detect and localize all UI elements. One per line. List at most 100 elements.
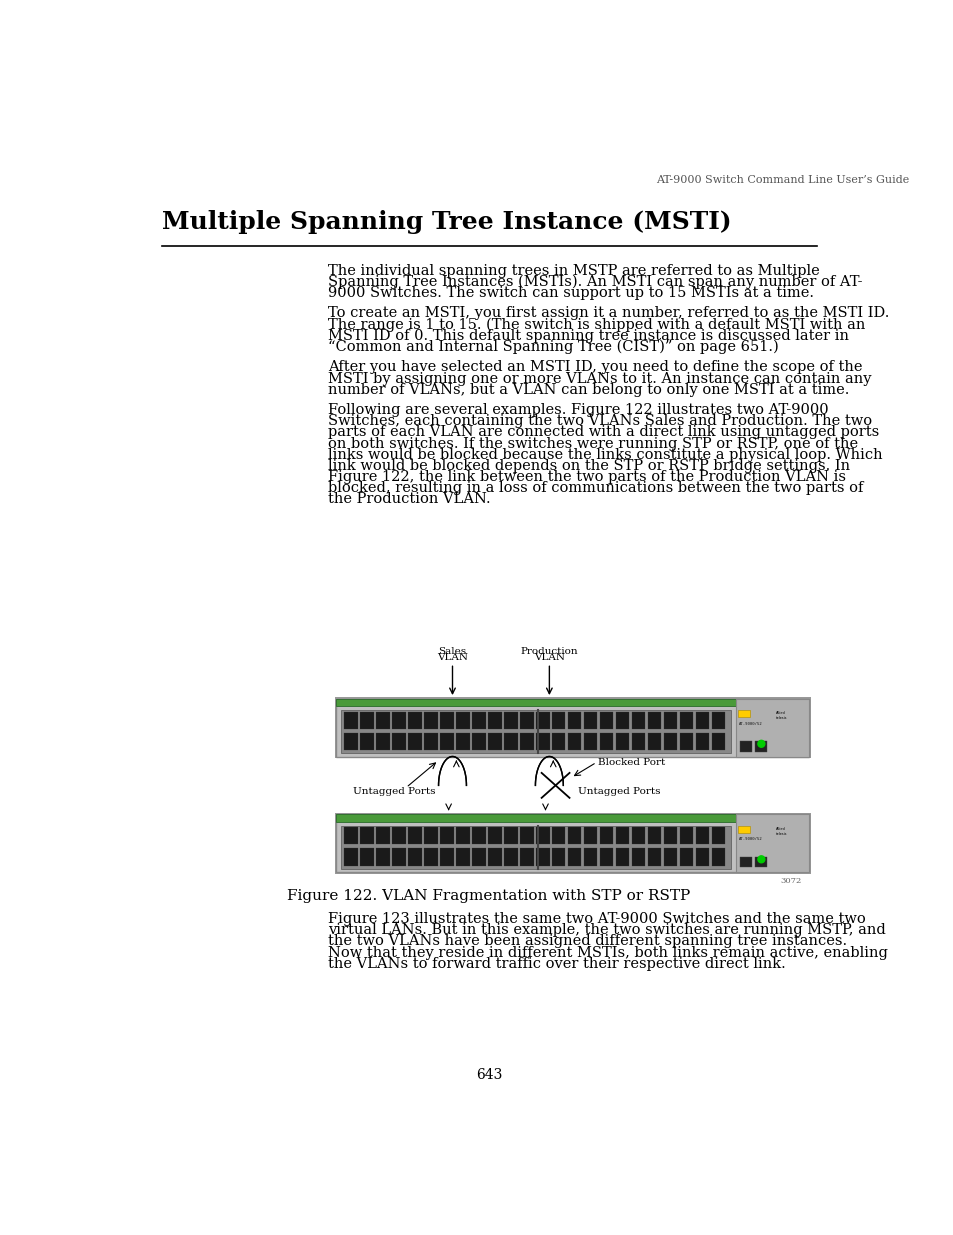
Bar: [423, 827, 437, 845]
Text: Multiple Spanning Tree Instance (MSTI): Multiple Spanning Tree Instance (MSTI): [162, 210, 731, 233]
Bar: [616, 732, 629, 750]
Bar: [456, 827, 469, 845]
Bar: [335, 813, 810, 873]
Bar: [456, 848, 469, 866]
Bar: [711, 732, 724, 750]
Bar: [392, 827, 405, 845]
Bar: [456, 711, 469, 729]
Bar: [408, 732, 421, 750]
Bar: [679, 732, 693, 750]
Text: Sales: Sales: [438, 647, 466, 656]
Text: the two VLANs have been assigned different spanning tree instances.: the two VLANs have been assigned differe…: [328, 935, 846, 948]
Circle shape: [757, 740, 764, 747]
Bar: [335, 814, 808, 821]
Bar: [536, 732, 549, 750]
Bar: [663, 827, 677, 845]
Bar: [408, 711, 421, 729]
Text: VLAN: VLAN: [534, 653, 564, 662]
Bar: [487, 848, 501, 866]
Bar: [735, 699, 808, 757]
Text: The range is 1 to 15. (The switch is shipped with a default MSTI with an: The range is 1 to 15. (The switch is shi…: [328, 317, 865, 332]
Bar: [583, 848, 597, 866]
Text: Figure 122, the link between the two parts of the Production VLAN is: Figure 122, the link between the two par…: [328, 471, 845, 484]
Bar: [344, 732, 357, 750]
Text: Untagged Ports: Untagged Ports: [578, 787, 659, 797]
Bar: [695, 827, 709, 845]
Text: AT-9000 Switch Command Line User’s Guide: AT-9000 Switch Command Line User’s Guide: [656, 175, 908, 185]
Text: Figure 122. VLAN Fragmentation with STP or RSTP: Figure 122. VLAN Fragmentation with STP …: [287, 889, 690, 903]
Bar: [456, 732, 469, 750]
Bar: [335, 698, 810, 758]
Bar: [503, 827, 517, 845]
Bar: [439, 848, 453, 866]
Bar: [335, 814, 808, 872]
Text: Allied
telesis: Allied telesis: [775, 827, 786, 836]
Bar: [552, 732, 565, 750]
Text: MSTI ID of 0. This default spanning tree instance is discussed later in: MSTI ID of 0. This default spanning tree…: [328, 329, 848, 343]
Bar: [340, 826, 730, 868]
Bar: [375, 711, 389, 729]
Bar: [392, 848, 405, 866]
Circle shape: [757, 856, 764, 863]
Bar: [631, 827, 645, 845]
Bar: [695, 711, 709, 729]
Text: Allied
telesis: Allied telesis: [775, 711, 786, 720]
Bar: [599, 711, 613, 729]
Bar: [375, 732, 389, 750]
Bar: [599, 732, 613, 750]
Bar: [519, 848, 533, 866]
Bar: [711, 848, 724, 866]
Bar: [472, 848, 485, 866]
Bar: [679, 827, 693, 845]
Bar: [359, 732, 374, 750]
Text: links would be blocked because the links constitute a physical loop. Which: links would be blocked because the links…: [328, 448, 882, 462]
Bar: [631, 732, 645, 750]
Bar: [472, 827, 485, 845]
Bar: [335, 699, 808, 757]
Text: AT-9000/52: AT-9000/52: [738, 721, 761, 726]
Bar: [359, 848, 374, 866]
Text: The individual spanning trees in MSTP are referred to as Multiple: The individual spanning trees in MSTP ar…: [328, 264, 820, 278]
Bar: [735, 814, 808, 872]
Bar: [375, 848, 389, 866]
Bar: [439, 711, 453, 729]
Bar: [695, 848, 709, 866]
Bar: [408, 848, 421, 866]
Text: Switches, each containing the two VLANs Sales and Production. The two: Switches, each containing the two VLANs …: [328, 414, 872, 429]
Bar: [359, 711, 374, 729]
Text: Spanning Tree Instances (MSTIs). An MSTI can span any number of AT-: Spanning Tree Instances (MSTIs). An MSTI…: [328, 275, 862, 289]
Bar: [738, 710, 750, 718]
Text: 3072: 3072: [780, 877, 801, 884]
Bar: [472, 732, 485, 750]
Text: After you have selected an MSTI ID, you need to define the scope of the: After you have selected an MSTI ID, you …: [328, 361, 862, 374]
Bar: [616, 848, 629, 866]
Text: virtual LANs. But in this example, the two switches are running MSTP, and: virtual LANs. But in this example, the t…: [328, 924, 885, 937]
Text: the VLANs to forward traffic over their respective direct link.: the VLANs to forward traffic over their …: [328, 957, 785, 971]
Bar: [439, 827, 453, 845]
Text: link would be blocked depends on the STP or RSTP bridge settings. In: link would be blocked depends on the STP…: [328, 459, 850, 473]
Bar: [408, 827, 421, 845]
Bar: [679, 848, 693, 866]
Bar: [663, 848, 677, 866]
Text: parts of each VLAN are connected with a direct link using untagged ports: parts of each VLAN are connected with a …: [328, 425, 879, 440]
Bar: [738, 826, 750, 832]
Text: MSTI by assigning one or more VLANs to it. An instance can contain any: MSTI by assigning one or more VLANs to i…: [328, 372, 871, 385]
Text: the Production VLAN.: the Production VLAN.: [328, 493, 491, 506]
Bar: [503, 732, 517, 750]
Bar: [344, 711, 357, 729]
Bar: [392, 711, 405, 729]
Bar: [487, 732, 501, 750]
Bar: [679, 711, 693, 729]
Bar: [755, 741, 767, 752]
Bar: [739, 741, 751, 752]
Bar: [647, 848, 660, 866]
Bar: [663, 732, 677, 750]
Bar: [583, 732, 597, 750]
Text: Blocked Port: Blocked Port: [598, 758, 665, 767]
Bar: [519, 827, 533, 845]
Text: 9000 Switches. The switch can support up to 15 MSTIs at a time.: 9000 Switches. The switch can support up…: [328, 287, 814, 300]
Bar: [647, 827, 660, 845]
Text: number of VLANs, but a VLAN can belong to only one MSTI at a time.: number of VLANs, but a VLAN can belong t…: [328, 383, 849, 396]
Bar: [552, 848, 565, 866]
Bar: [739, 857, 751, 867]
